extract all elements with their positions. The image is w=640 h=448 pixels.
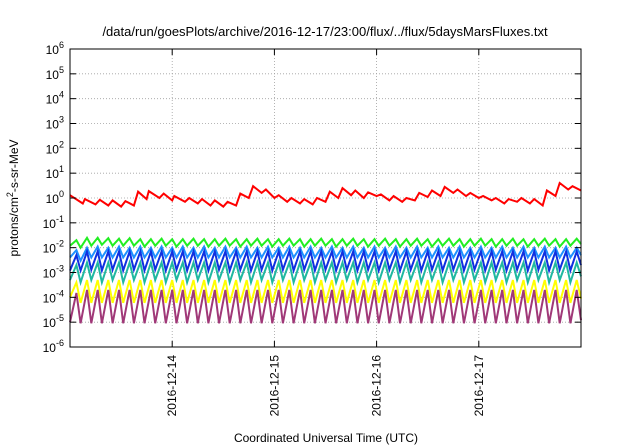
y-tick-label-exp: -5 — [56, 313, 64, 323]
y-tick-label-base: 10 — [46, 118, 60, 132]
y-tick-label: 101 — [46, 164, 64, 181]
y-tick-label-base: 10 — [43, 267, 57, 281]
y-tick-label-exp: -2 — [56, 239, 64, 249]
x-tick-label: 2016-12-16 — [370, 355, 384, 417]
y-tick-label: 102 — [46, 139, 64, 156]
y-tick-label: 10-5 — [43, 313, 64, 330]
axis-ticks — [70, 48, 581, 348]
y-tick-label-exp: -3 — [56, 264, 64, 274]
x-tick-label: 2016-12-15 — [267, 355, 281, 417]
y-tick-label: 10-1 — [43, 214, 64, 231]
y-tick-labels: 10-610-510-410-310-210-11001011021031041… — [43, 40, 64, 355]
y-tick-label-exp: -6 — [56, 338, 64, 348]
y-tick-label-base: 10 — [43, 217, 57, 231]
y-tick-label-exp: 2 — [59, 139, 64, 149]
series-layer — [69, 181, 582, 324]
y-tick-label-exp: 3 — [59, 115, 64, 125]
y-tick-label-exp: -1 — [56, 214, 64, 224]
y-tick-label-base: 10 — [46, 68, 60, 82]
y-tick-label-base: 10 — [43, 242, 57, 256]
y-tick-label: 10-3 — [43, 264, 64, 281]
y-tick-label-base: 10 — [46, 142, 60, 156]
y-tick-label: 106 — [46, 40, 64, 57]
y-tick-label: 10-4 — [43, 288, 64, 305]
series-line-5 — [69, 258, 582, 287]
chart-title: /data/run/goesPlots/archive/2016-12-17/2… — [102, 24, 548, 39]
y-tick-label-base: 10 — [46, 43, 60, 57]
y-tick-label: 100 — [46, 189, 64, 206]
y-tick-label-exp: 4 — [59, 90, 64, 100]
y-tick-label: 10-6 — [43, 338, 64, 355]
y-tick-label-base: 10 — [43, 341, 57, 355]
x-axis-label: Coordinated Universal Time (UTC) — [234, 431, 418, 445]
y-tick-label-base: 10 — [43, 291, 57, 305]
y-axis-label: protons/cm2-s-sr-MeV — [5, 139, 21, 256]
y-tick-label-exp: 1 — [59, 164, 64, 174]
series-line-1 — [69, 181, 582, 208]
x-tick-label: 2016-12-17 — [472, 355, 486, 417]
y-axis-label-sup: 2 — [5, 192, 15, 197]
y-tick-label-exp: 0 — [59, 189, 64, 199]
series-line-3 — [69, 244, 582, 264]
y-tick-label: 105 — [46, 65, 64, 82]
series-line-7 — [69, 289, 582, 324]
y-tick-label: 10-2 — [43, 239, 64, 256]
y-tick-label: 103 — [46, 115, 64, 132]
x-tick-labels: 2016-12-14 2016-12-15 2016-12-16 2016-12-17 — [165, 355, 486, 417]
y-tick-label-exp: -4 — [56, 288, 64, 298]
y-tick-label-base: 10 — [46, 167, 60, 181]
series-line-2 — [69, 235, 582, 250]
series-line-4 — [69, 247, 582, 275]
y-tick-label-exp: 6 — [59, 40, 64, 50]
y-tick-label-base: 10 — [46, 93, 60, 107]
y-axis-label-rest: -s-sr-MeV — [7, 139, 21, 192]
y-tick-label-base: 10 — [46, 192, 60, 206]
y-tick-label-exp: 5 — [59, 65, 64, 75]
y-axis-label-base: protons/cm — [7, 197, 21, 256]
series-line-6 — [69, 279, 582, 304]
y-tick-label-base: 10 — [43, 316, 57, 330]
x-tick-label: 2016-12-14 — [165, 355, 179, 417]
y-tick-label: 104 — [46, 90, 64, 107]
